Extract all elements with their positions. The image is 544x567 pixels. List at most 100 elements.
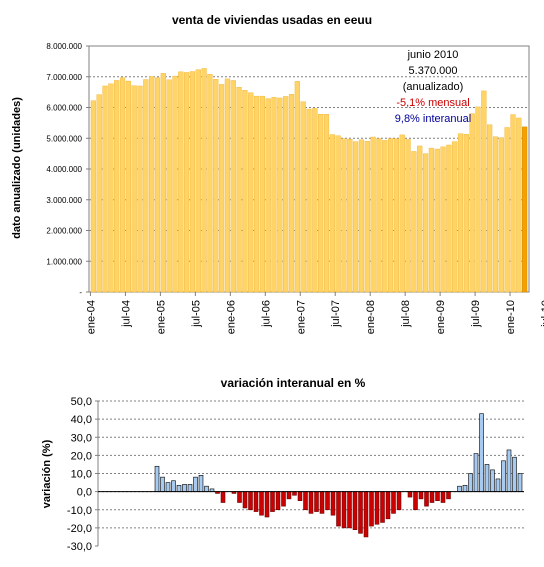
top-bar [452,141,458,293]
bottom-bar [495,478,501,492]
bottom-bar [490,469,495,492]
top-bar [393,138,400,293]
bottom-bar [204,485,209,492]
top-x-tick-label: ene-05 [155,300,167,334]
top-y-tick-label: 8.000.000 [46,42,82,51]
bottom-bar [264,491,270,518]
top-bar [364,141,370,293]
top-bar [195,69,201,293]
top-bar [218,84,225,293]
top-x-tick-label: jul-09 [470,300,482,328]
top-bar [463,134,469,293]
top-bar [487,124,493,293]
bottom-bar [440,491,446,503]
top-bar [236,86,242,293]
bottom-chart: variación interanual en % variación (%) … [41,376,524,553]
bottom-bar [479,413,484,492]
top-bar [265,98,271,293]
top-chart-y-axis-label: dato anualizado (unidades) [11,97,23,239]
top-bar [248,92,254,293]
top-x-tick-label: jul-05 [190,300,202,328]
bottom-bar [517,473,523,492]
top-bar [446,144,452,293]
top-bar [440,146,446,293]
bottom-bar [193,476,198,492]
top-bar [154,77,161,293]
bottom-bar [154,465,160,492]
top-x-tick-label: jul-04 [120,300,132,328]
bottom-bar [292,491,297,496]
top-bar [469,113,475,293]
top-bar [300,101,306,293]
top-x-tick-label: jul-06 [260,300,272,328]
top-x-tick-label: jul-10 [540,300,544,328]
top-bar [253,95,260,293]
top-bar [213,79,219,293]
top-chart: venta de viviendas usadas en eeuu dato a… [11,13,544,334]
top-bar [498,137,504,293]
top-y-tick-label: 7.000.000 [46,73,82,82]
top-bar [224,78,231,293]
top-bar [353,141,359,293]
bottom-bar [259,491,264,516]
top-chart-title: venta de viviendas usadas en eeuu [172,13,372,27]
bottom-bar [468,473,473,492]
top-bar [405,139,411,293]
bottom-bar [413,491,418,511]
bottom-bar [165,482,171,492]
bottom-bar [358,491,363,534]
top-bar [242,90,248,293]
top-bar [90,100,96,293]
top-bar [417,145,423,293]
top-bar [492,136,499,293]
top-x-tick-label: ene-07 [295,300,307,334]
bottom-bar [391,491,396,514]
annotation-monthly: -5,1% mensual [396,97,469,109]
top-bar [370,136,376,293]
top-bar [475,106,481,293]
top-bar [382,140,388,293]
bottom-bar [380,491,385,523]
bottom-bar [253,491,259,512]
bottom-bar [396,491,402,511]
bottom-bar [176,484,182,492]
bottom-bar [457,485,462,492]
top-x-tick-label: jul-07 [330,300,342,328]
annotation-unit: (anualizado) [403,81,464,93]
top-x-ticks: ene-04 jul-04 ene-05 jul-05 ene-06 jul-06 ene-… [86,292,544,334]
bottom-bar [297,491,303,501]
top-bars [90,68,528,293]
top-bar [399,134,405,293]
top-bar [516,117,522,293]
bottom-bar [435,491,440,501]
bottom-bar [171,480,176,492]
top-y-tick-label: - [79,288,82,297]
annotation-yoy: 9,8% interanual [395,113,471,125]
bottom-bar [314,491,319,512]
top-y-tick-label: 4.000.000 [46,165,82,174]
top-y-tick-label: 5.000.000 [46,134,82,143]
bottom-y-tick-label: 0,0 [77,487,92,499]
bottom-bar [506,449,512,492]
bottom-y-tick-label: -30,0 [67,541,92,553]
top-bar [201,68,207,293]
top-bar [207,74,213,293]
bottom-y-tick-label: 40,0 [71,414,92,426]
bottom-bar [418,491,424,500]
bottom-bar [242,491,248,509]
bottom-bars [98,413,524,538]
bottom-bar [270,491,275,512]
bottom-bar [374,491,380,525]
top-bar [422,153,429,293]
top-y-tick-label: 6.000.000 [46,104,82,113]
bottom-bar [352,491,358,530]
top-bar [347,138,353,293]
top-bar [184,72,190,293]
top-bar [411,151,417,293]
top-bar [323,114,330,293]
bottom-bar [330,491,336,516]
top-x-tick-label: jul-08 [400,300,412,328]
bottom-bar [187,484,193,492]
top-bar [149,76,155,293]
bottom-bar [484,464,490,492]
